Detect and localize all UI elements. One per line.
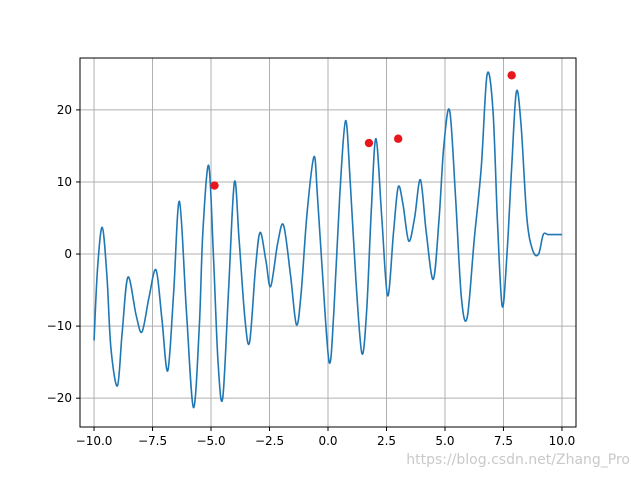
- x-tick-label: −7.5: [138, 434, 167, 448]
- grid-lines: [80, 58, 576, 427]
- series-line-layer: [93, 71, 562, 409]
- watermark-text: https://blog.csdn.net/Zhang_Pro: [406, 452, 630, 468]
- x-tick-label: −10.0: [76, 434, 113, 448]
- series-line: [93, 71, 562, 409]
- x-tick-label: −2.5: [255, 434, 284, 448]
- scatter-point: [507, 71, 516, 80]
- y-tick-label: 20: [57, 103, 72, 117]
- scatter-point: [393, 134, 403, 143]
- x-tick-label: 10.0: [549, 434, 576, 448]
- x-tick-label: 0.0: [318, 434, 337, 448]
- scatter-point: [210, 181, 219, 190]
- marker-layer: [210, 71, 516, 190]
- x-tick-label: 7.5: [494, 434, 513, 448]
- x-tick-label: 5.0: [435, 434, 454, 448]
- y-tick-label: 0: [64, 247, 72, 261]
- x-tick-label: 2.5: [377, 434, 396, 448]
- y-tick-label: 10: [57, 175, 72, 189]
- scatter-point: [364, 138, 374, 148]
- y-axis-ticks: −20 −10 0 10 20: [47, 103, 80, 405]
- y-tick-label: −20: [47, 391, 72, 405]
- y-tick-label: −10: [47, 319, 72, 333]
- x-tick-label: −5.0: [196, 434, 225, 448]
- x-axis-ticks: −10.0 −7.5 −5.0 −2.5 0.0 2.5 5.0 7.5 10.0: [76, 427, 576, 448]
